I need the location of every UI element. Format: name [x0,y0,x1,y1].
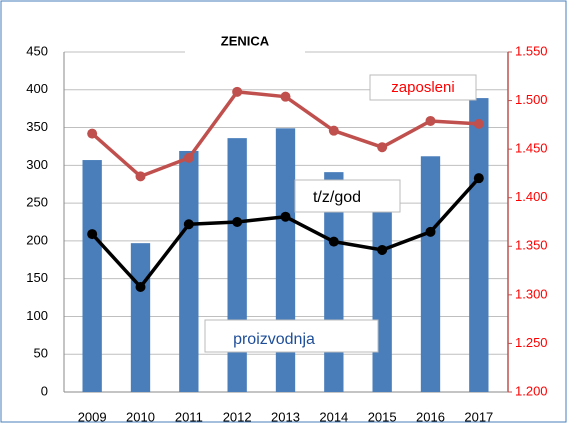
marker [87,128,98,139]
bar [372,212,392,392]
y2-tick-label: 1.250 [515,335,548,350]
x-tick-label: 2017 [464,409,493,423]
marker [425,115,436,126]
y-tick-label: 0 [41,383,48,398]
marker [280,91,291,102]
y-tick-label: 150 [26,270,48,285]
bar [179,150,199,392]
y-tick-label: 200 [26,232,48,247]
y-tick-label: 400 [26,81,48,96]
marker [425,226,436,237]
y-tick-label: 300 [26,157,48,172]
y2-tick-label: 1.300 [515,286,548,301]
marker [183,219,194,230]
x-tick-label: 2013 [271,409,300,423]
series-label: zaposleni [391,79,454,96]
marker [87,229,98,240]
x-tick-label: 2016 [416,409,445,423]
series-label: t/z/god [313,189,361,206]
x-tick-label: 2014 [319,409,348,423]
label-box [294,179,401,213]
y2-tick-label: 1.400 [515,189,548,204]
x-tick-label: 2011 [175,409,203,423]
y-tick-label: 450 [26,43,48,58]
marker [473,173,484,184]
marker [280,211,291,222]
label-box [204,319,379,353]
y-tick-label: 100 [26,308,48,323]
bar [420,156,441,392]
x-tick-label: 2010 [126,409,155,423]
x-tick-label: 2009 [78,409,107,423]
y2-tick-label: 1.350 [515,238,548,253]
x-tick-label: 2012 [223,409,252,423]
marker [377,142,388,153]
marker [135,171,146,182]
label-box [369,74,477,101]
marker [135,281,146,292]
marker [183,152,194,163]
title-box [185,28,305,56]
chart-title: ZENICA [221,33,270,48]
x-tick-label: 2015 [368,409,397,423]
y2-tick-label: 1.450 [515,141,548,156]
marker [328,236,339,247]
marker [328,125,339,136]
bar [130,243,151,392]
y2-tick-label: 1.550 [515,43,548,58]
y2-tick-label: 1.200 [515,383,548,398]
y-tick-label: 350 [26,119,48,134]
y2-tick-label: 1.500 [515,92,548,107]
y-tick-label: 250 [26,195,48,210]
marker [232,86,243,97]
series-label: proizvodnja [233,331,315,348]
marker [232,217,243,227]
bar [227,138,247,392]
marker [377,244,388,255]
bar [82,160,102,392]
marker [473,118,484,129]
y-tick-label: 50 [34,346,48,361]
bar [469,98,489,392]
